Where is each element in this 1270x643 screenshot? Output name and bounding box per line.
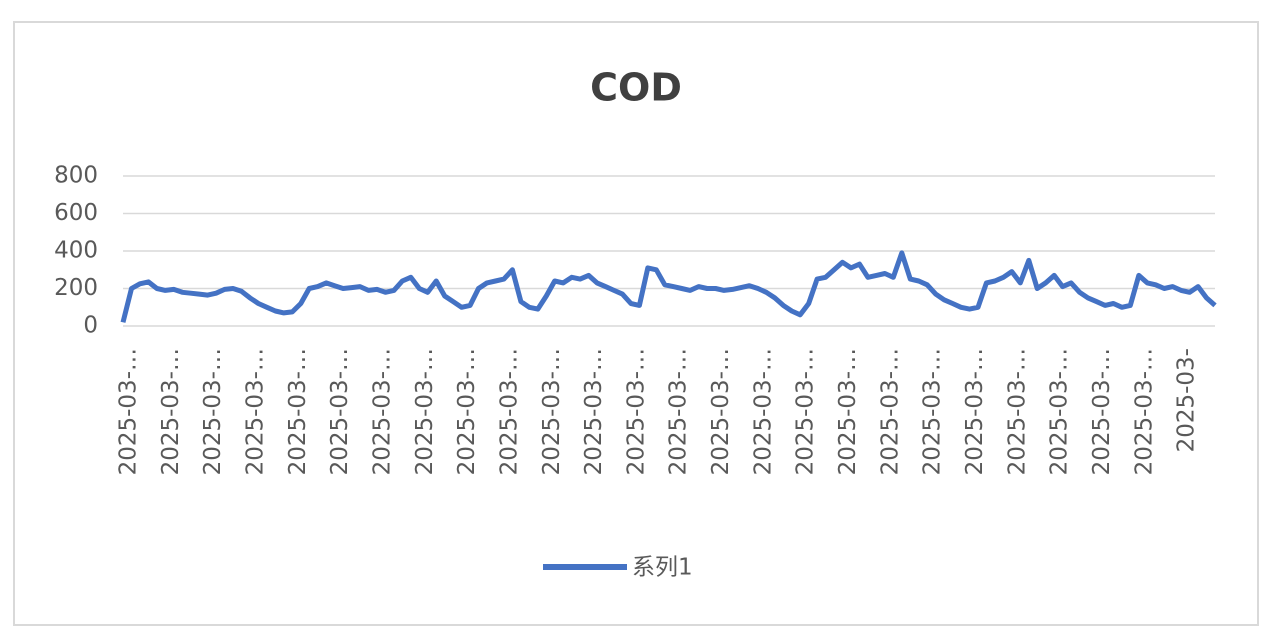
x-tick-label: 2025-03-… — [793, 348, 819, 475]
x-tick-label: 2025-03-… — [920, 348, 946, 475]
x-tick-label: 2025-03-… — [369, 348, 395, 475]
y-tick-label: 600 — [54, 200, 98, 226]
legend-label: 系列1 — [632, 555, 693, 581]
chart-frame — [13, 21, 1259, 626]
x-tick-label: 2025-03-… — [539, 348, 565, 475]
chart-title: COD — [590, 66, 682, 110]
y-tick-label: 0 — [83, 313, 98, 339]
x-tick-label: 2025-03-… — [496, 348, 522, 475]
x-tick-label: 2025-03-… — [623, 348, 649, 475]
x-tick-label: 2025-03-… — [285, 348, 311, 475]
x-tick-label: 2025-03-… — [750, 348, 776, 475]
x-tick-label: 2025-03-… — [708, 348, 734, 475]
x-tick-label: 2025-03-… — [1089, 348, 1115, 475]
y-tick-label: 200 — [54, 275, 98, 301]
y-tick-label: 400 — [54, 238, 98, 264]
x-tick-label: 2025-03-… — [1131, 348, 1157, 475]
x-tick-label: 2025-03-… — [1004, 348, 1030, 475]
series-line — [120, 250, 1217, 323]
x-tick-label: 2025-03-… — [200, 348, 226, 475]
x-tick-label: 2025-03-… — [877, 348, 903, 475]
x-tick-label: 2025-03-… — [454, 348, 480, 475]
x-tick-label: 2025-03-… — [412, 348, 438, 475]
x-tick-label: 2025-03-… — [158, 348, 184, 475]
x-tick-label: 2025-03-… — [242, 348, 268, 475]
x-tick-label: 2025-03-… — [581, 348, 607, 475]
x-tick-label: 2025-03- — [1174, 348, 1200, 452]
x-tick-label: 2025-03-… — [666, 348, 692, 475]
x-tick-label: 2025-03-… — [835, 348, 861, 475]
x-tick-label: 2025-03-… — [327, 348, 353, 475]
x-tick-label: 2025-03-… — [962, 348, 988, 475]
x-tick-label: 2025-03-… — [116, 348, 142, 475]
x-tick-label: 2025-03-… — [1047, 348, 1073, 475]
y-tick-label: 800 — [54, 163, 98, 189]
